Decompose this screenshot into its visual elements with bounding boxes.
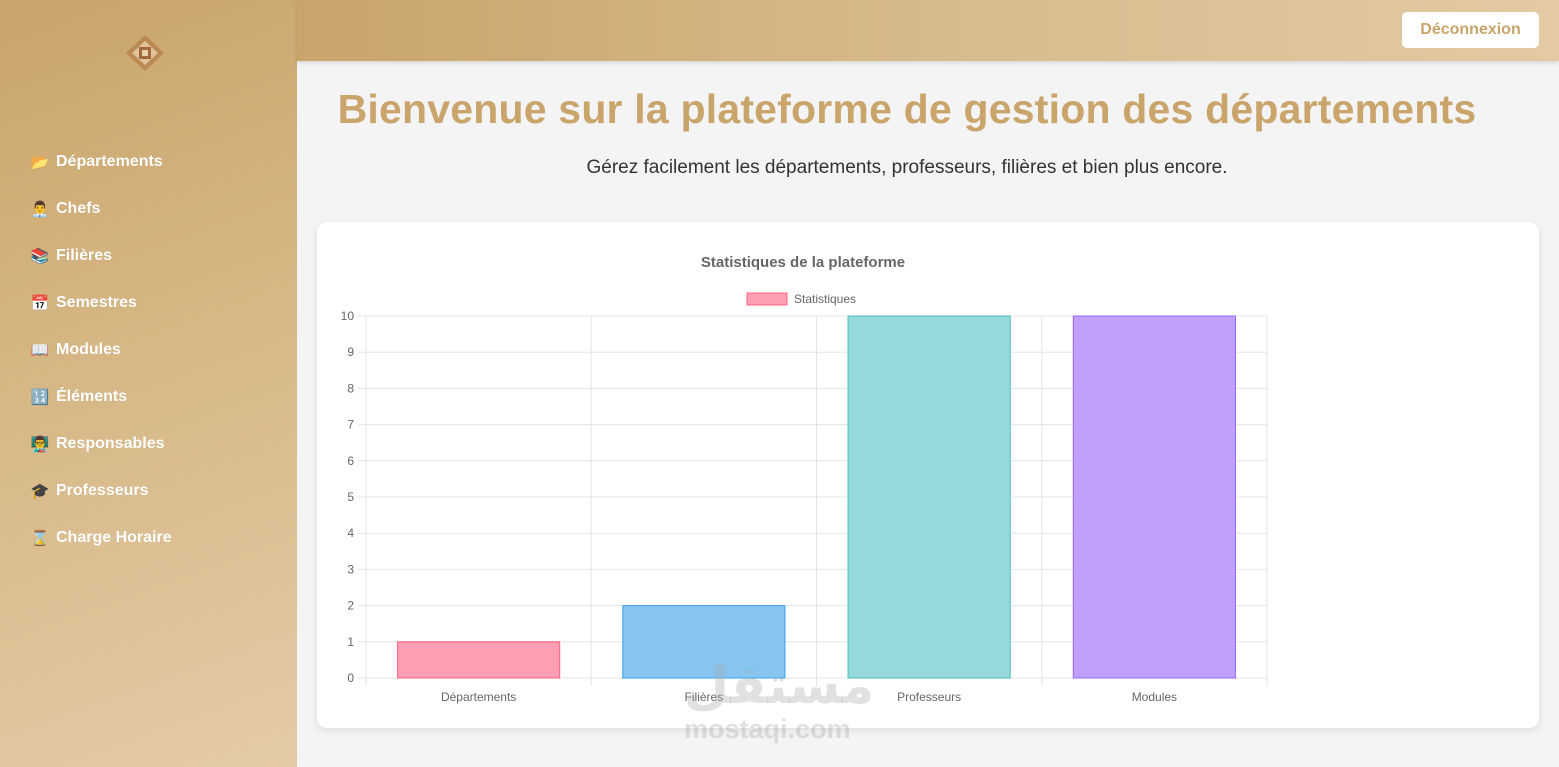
page-subtitle: Gérez facilement les départements, profe… xyxy=(586,157,1228,178)
sidebar-nav: 📂 Départements 👨‍💼 Chefs 📚 Filières 📅 Se… xyxy=(30,138,172,561)
sidebar-item-label: Chefs xyxy=(56,199,101,217)
y-tick-label: 1 xyxy=(347,635,354,649)
sidebar-item-charge-horaire[interactable]: ⌛ Charge Horaire xyxy=(30,514,172,561)
person-icon: 👨‍💼 xyxy=(30,200,50,218)
y-tick-label: 7 xyxy=(347,418,354,432)
legend-label: Statistiques xyxy=(794,292,856,306)
sidebar-item-label: Éléments xyxy=(56,387,128,405)
calendar-icon: 📅 xyxy=(30,294,50,312)
sidebar-item-professeurs[interactable]: 🎓 Professeurs xyxy=(30,467,172,514)
graduation-cap-icon: 🎓 xyxy=(30,482,50,500)
sidebar-item-label: Semestres xyxy=(56,293,137,311)
sidebar-item-label: Charge Horaire xyxy=(56,528,172,546)
sidebar-item-label: Départements xyxy=(56,152,163,170)
legend-swatch xyxy=(746,292,788,306)
sidebar-item-semestres[interactable]: 📅 Semestres xyxy=(30,279,172,326)
y-tick-label: 8 xyxy=(347,381,354,395)
bar xyxy=(1072,315,1236,679)
stats-bar-chart: Statistiques de la plateforme Statistique… xyxy=(341,254,1268,704)
y-tick-label: 10 xyxy=(341,309,355,323)
sidebar-item-label: Filières xyxy=(56,246,113,264)
sidebar-item-responsables[interactable]: 👨‍🏫 Responsables xyxy=(30,420,172,467)
logout-button[interactable]: Déconnexion xyxy=(1402,12,1539,48)
sidebar-item-label: Professeurs xyxy=(56,481,149,499)
bar xyxy=(847,315,1011,679)
sidebar-item-chefs[interactable]: 👨‍💼 Chefs xyxy=(30,185,172,232)
stats-card: Statistiques de la plateforme Statistique… xyxy=(317,222,1539,728)
logo-icon xyxy=(126,35,164,71)
sidebar-item-label: Modules xyxy=(56,340,121,358)
numbers-icon: 🔢 xyxy=(30,388,50,406)
sidebar-item-filieres[interactable]: 📚 Filières xyxy=(30,232,172,279)
page-title: Bienvenue sur la plateforme de gestion d… xyxy=(337,86,1477,132)
y-tick-label: 9 xyxy=(347,345,354,359)
x-tick-label: Départements xyxy=(441,690,516,704)
y-tick-label: 3 xyxy=(347,562,354,576)
y-tick-label: 6 xyxy=(347,454,354,468)
y-tick-label: 5 xyxy=(347,490,354,504)
x-tick-label: Filières xyxy=(685,690,724,704)
chart-title: Statistiques de la plateforme xyxy=(701,254,905,271)
bar xyxy=(397,641,561,679)
sidebar-item-elements[interactable]: 🔢 Éléments xyxy=(30,373,172,420)
y-tick-label: 0 xyxy=(347,671,354,685)
sidebar-item-departements[interactable]: 📂 Départements xyxy=(30,138,172,185)
x-tick-label: Modules xyxy=(1132,690,1177,704)
y-tick-label: 4 xyxy=(347,526,354,540)
sidebar: 📂 Départements 👨‍💼 Chefs 📚 Filières 📅 Se… xyxy=(0,0,297,767)
sidebar-item-label: Responsables xyxy=(56,434,165,452)
books-icon: 📚 xyxy=(30,247,50,265)
x-tick-label: Professeurs xyxy=(897,690,961,704)
bar xyxy=(622,605,786,679)
teacher-icon: 👨‍🏫 xyxy=(30,435,50,453)
top-bar: Déconnexion xyxy=(297,0,1559,61)
sidebar-item-modules[interactable]: 📖 Modules xyxy=(30,326,172,373)
book-icon: 📖 xyxy=(30,341,50,359)
hourglass-icon: ⌛ xyxy=(30,529,50,547)
y-tick-label: 2 xyxy=(347,599,354,613)
folder-icon: 📂 xyxy=(30,153,50,171)
